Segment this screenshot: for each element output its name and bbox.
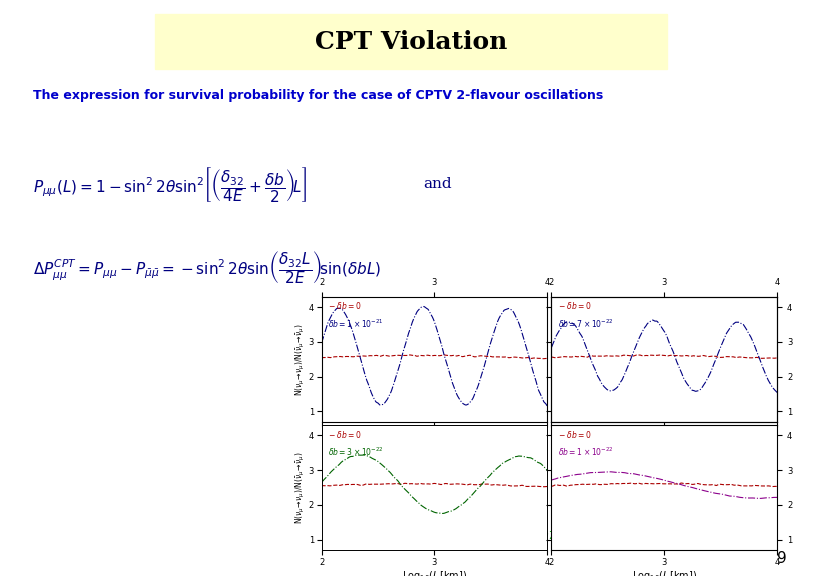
Text: $\delta b = 1\times10^{-21}$: $\delta b = 1\times10^{-21}$ [328,318,384,331]
Text: $\delta b = 1\times10^{-22}$: $\delta b = 1\times10^{-22}$ [558,446,614,458]
Y-axis label: N($\nu_\mu\!\to\!\nu_\mu$)/N($\bar\nu_\mu\!\to\!\bar\nu_\mu$): N($\nu_\mu\!\to\!\nu_\mu$)/N($\bar\nu_\m… [294,323,307,396]
Y-axis label: N($\nu_\mu\!\to\!\nu_\mu$)/N($\bar\nu_\mu\!\to\!\bar\nu_\mu$): N($\nu_\mu\!\to\!\nu_\mu$)/N($\bar\nu_\m… [294,451,307,524]
X-axis label: $\mathrm{Log}_{10}(L\,[\mathrm{km}])$: $\mathrm{Log}_{10}(L\,[\mathrm{km}])$ [632,570,697,576]
Text: CPT Violation: CPT Violation [315,30,507,54]
Text: $\Delta P^{CPT}_{\mu\mu} = P_{\mu\mu} - P_{\bar{\mu}\bar{\mu}} = -\sin^2 2\theta: $\Delta P^{CPT}_{\mu\mu} = P_{\mu\mu} - … [33,249,381,286]
Text: and: and [423,177,452,191]
Text: R. Gandhi et al., Phys. Lett. B597, 356 (2004): R. Gandhi et al., Phys. Lett. B597, 356 … [393,530,616,541]
Text: $-$ $\delta b = 0$: $-$ $\delta b = 0$ [328,429,362,439]
Text: 9: 9 [777,551,786,566]
Text: $-$ $\delta b = 0$: $-$ $\delta b = 0$ [328,301,362,312]
FancyBboxPatch shape [155,14,667,69]
X-axis label: $\mathrm{Log}_{10}(L\,[\mathrm{km}])$: $\mathrm{Log}_{10}(L\,[\mathrm{km}])$ [402,570,467,576]
Text: $-$ $\delta b = 0$: $-$ $\delta b = 0$ [558,301,593,312]
Text: The expression for survival probability for the case of CPTV 2-flavour oscillati: The expression for survival probability … [33,89,603,101]
Text: $P_{\mu\mu}(L) = 1 - \sin^2 2\theta \sin^2\!\left[\left(\dfrac{\delta_{32}}{4E} : $P_{\mu\mu}(L) = 1 - \sin^2 2\theta \sin… [33,165,307,204]
Text: $\delta b = 7\times10^{-22}$: $\delta b = 7\times10^{-22}$ [558,318,614,331]
Text: $-$ $\delta b = 0$: $-$ $\delta b = 0$ [558,429,593,439]
Text: $\delta b = 3\times10^{-22}$: $\delta b = 3\times10^{-22}$ [328,446,384,458]
